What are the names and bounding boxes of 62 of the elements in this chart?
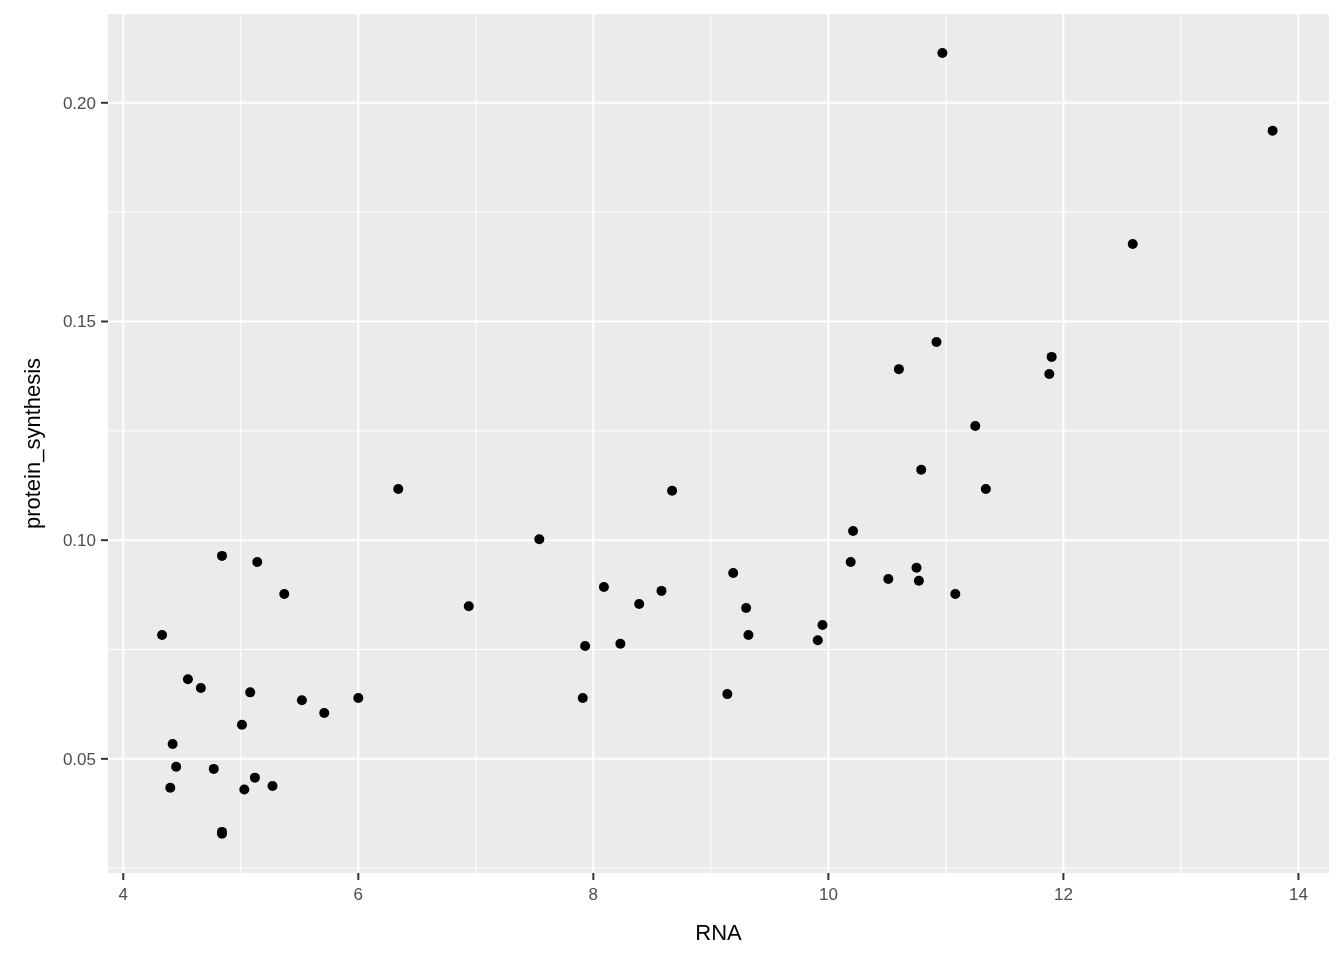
point <box>1044 368 1055 379</box>
x-tick-label: 14 <box>1288 885 1308 904</box>
point <box>167 738 178 749</box>
point <box>157 630 168 641</box>
point <box>239 784 250 795</box>
y-axis-title: protein_synthesis <box>20 357 45 530</box>
point <box>165 782 176 793</box>
point <box>913 575 924 586</box>
point <box>296 695 307 706</box>
point <box>741 602 752 613</box>
point <box>916 464 927 475</box>
point <box>980 483 991 494</box>
y-tick-label: 0.05 <box>62 749 96 769</box>
point <box>580 641 591 651</box>
point <box>319 707 330 718</box>
point <box>722 689 733 700</box>
point <box>893 364 904 375</box>
point <box>236 719 247 730</box>
point <box>812 635 823 646</box>
point <box>245 687 256 698</box>
point <box>931 337 942 348</box>
point <box>393 483 404 494</box>
y-tick-label: 0.20 <box>62 93 96 113</box>
point <box>615 638 626 649</box>
x-tick-label: 4 <box>118 885 129 904</box>
point <box>845 557 856 568</box>
point <box>634 599 645 610</box>
x-tick-label: 6 <box>353 885 364 904</box>
point <box>911 562 922 573</box>
point <box>817 620 828 631</box>
point <box>1127 239 1138 250</box>
point <box>1046 351 1057 362</box>
x-axis-title: RNA <box>695 920 743 945</box>
point <box>743 630 754 641</box>
point <box>267 780 278 791</box>
point <box>950 588 961 599</box>
point <box>848 525 859 536</box>
point <box>656 585 667 596</box>
point <box>249 772 260 783</box>
point <box>1267 125 1278 136</box>
point <box>216 550 227 561</box>
point <box>534 534 545 545</box>
point <box>598 581 609 592</box>
y-tick-label: 0.15 <box>62 312 96 332</box>
point <box>667 485 678 496</box>
point <box>171 761 182 772</box>
x-tick-label: 10 <box>818 885 838 904</box>
point <box>279 588 290 599</box>
y-tick-label: 0.10 <box>62 531 96 551</box>
point <box>208 763 219 774</box>
point <box>195 682 206 693</box>
point <box>463 601 474 612</box>
x-tick-label: 8 <box>588 885 599 904</box>
point <box>577 693 588 704</box>
point <box>883 574 894 585</box>
x-tick-label: 12 <box>1053 885 1073 904</box>
point <box>353 693 364 704</box>
point <box>937 47 948 58</box>
point <box>252 557 263 568</box>
point <box>728 567 739 578</box>
point <box>182 674 193 685</box>
point <box>970 421 981 432</box>
